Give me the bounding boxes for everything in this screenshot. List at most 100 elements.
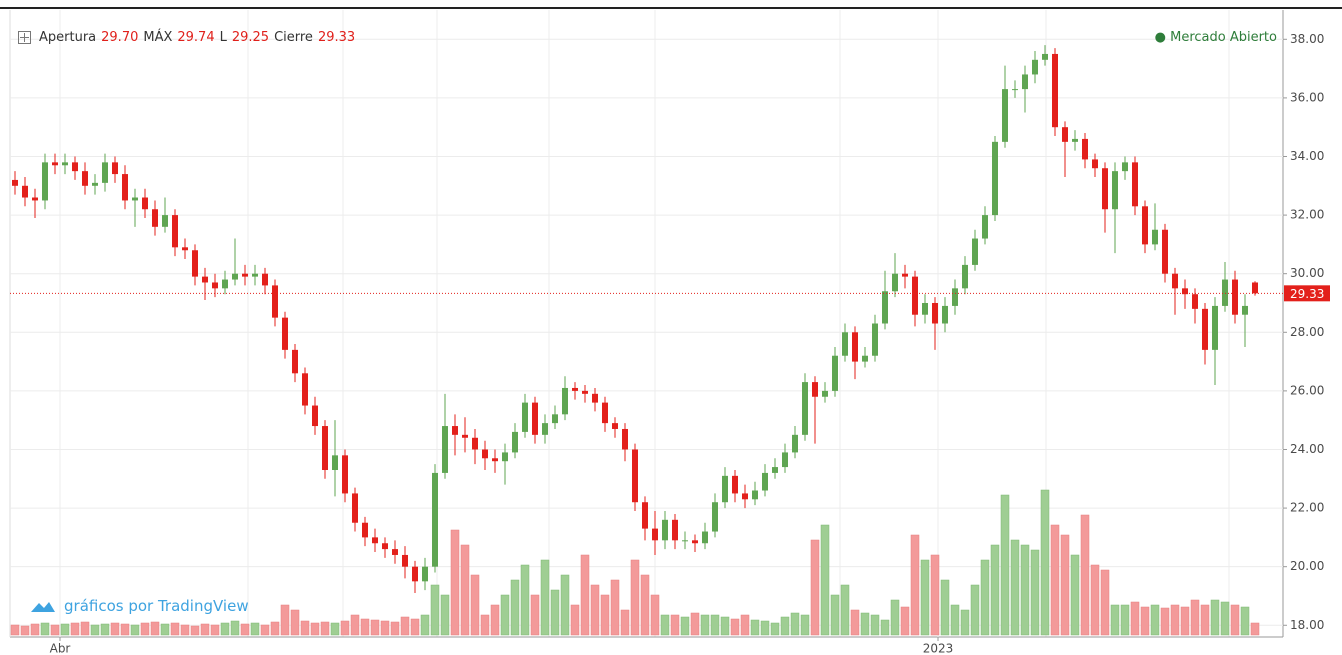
volume-bar — [960, 609, 970, 636]
candle-body — [472, 437, 478, 450]
candle-body — [1002, 89, 1008, 142]
candle-body — [1132, 162, 1138, 207]
last-price-label: 29.33 — [1290, 287, 1324, 301]
candle-body — [712, 502, 718, 532]
last-price-box — [1284, 285, 1330, 302]
volume-bar — [30, 623, 40, 636]
volume-bar — [280, 604, 290, 636]
volume-bar — [900, 606, 910, 636]
candle-body — [872, 323, 878, 356]
y-tick-label: 28.00 — [1290, 325, 1324, 339]
volume-bar — [170, 622, 180, 636]
y-tick-label: 38.00 — [1290, 32, 1324, 46]
candle-body — [352, 493, 358, 523]
candle-body — [892, 273, 898, 292]
candle-body — [382, 543, 388, 550]
volume-bar — [360, 618, 370, 636]
volume-bar — [970, 584, 980, 636]
candle-body — [1102, 168, 1108, 210]
candle-body — [332, 455, 338, 470]
volume-bar — [1020, 544, 1030, 636]
y-tick-label: 32.00 — [1290, 208, 1324, 222]
candle-body — [552, 414, 558, 424]
candle-body — [1122, 162, 1128, 172]
volume-bar — [310, 622, 320, 636]
watermark[interactable]: gráficos por TradingView — [30, 597, 249, 615]
legend-label: Apertura — [39, 30, 97, 45]
candle-body — [162, 215, 168, 227]
candle-body — [32, 197, 38, 201]
candle-body — [962, 264, 968, 289]
volume-bar — [1160, 607, 1170, 636]
volume-bar — [320, 621, 330, 636]
candle-body — [1092, 159, 1098, 169]
volume-bar — [590, 584, 600, 636]
candle-body — [62, 162, 68, 166]
volume-bar — [550, 589, 560, 636]
volume-bar — [370, 619, 380, 636]
volume-bar — [1000, 494, 1010, 636]
volume-bar — [70, 622, 80, 636]
legend-label: Cierre — [274, 30, 313, 45]
volume-bar — [560, 574, 570, 636]
volume-bar — [700, 614, 710, 636]
volume-bar — [860, 612, 870, 636]
candle-body — [182, 247, 188, 251]
volume-bar — [1200, 604, 1210, 636]
candle-body — [502, 452, 508, 462]
candle-body — [362, 522, 368, 538]
candle-body — [792, 434, 798, 453]
volume-bar — [1060, 534, 1070, 636]
y-tick-label: 34.00 — [1290, 149, 1324, 163]
volume-bar — [10, 624, 20, 636]
volume-bar — [510, 579, 520, 636]
y-tick-label: 30.00 — [1290, 266, 1324, 280]
volume-bar — [1080, 514, 1090, 636]
volume-bar — [490, 604, 500, 636]
candle-body — [522, 402, 528, 432]
candle-body — [292, 349, 298, 374]
volume-bar — [1170, 604, 1180, 636]
volume-bar — [880, 619, 890, 636]
volume-bar — [40, 622, 50, 636]
volume-bar — [1090, 564, 1100, 636]
candle-body — [922, 302, 928, 315]
volume-bar — [140, 622, 150, 636]
candle-body — [1222, 279, 1228, 306]
volume-bar — [90, 624, 100, 636]
candle-body — [1062, 127, 1068, 142]
volume-bar — [750, 619, 760, 636]
candle-body — [542, 423, 548, 435]
volume-bar — [1010, 539, 1020, 636]
y-tick-label: 18.00 — [1290, 618, 1324, 632]
candle-body — [572, 387, 578, 391]
candle-body — [442, 426, 448, 473]
volume-bar — [930, 554, 940, 636]
candle-body — [402, 554, 408, 567]
candle-body — [1202, 308, 1208, 350]
volume-bar — [500, 594, 510, 636]
volume-bar — [830, 594, 840, 636]
candle-body — [482, 449, 488, 459]
volume-bar — [950, 604, 960, 636]
candle-body — [592, 393, 598, 403]
candle-body — [682, 540, 688, 542]
candle-body — [1142, 206, 1148, 245]
candle-body — [452, 426, 458, 435]
candle-body — [102, 162, 108, 183]
candle-body — [1082, 138, 1088, 160]
candle-body — [602, 402, 608, 424]
candle-body — [1252, 282, 1258, 294]
candle-body — [842, 332, 848, 356]
volume-bar — [770, 622, 780, 636]
candle-body — [112, 162, 118, 175]
candle-body — [622, 428, 628, 450]
candle-body — [1032, 59, 1038, 75]
candle-body — [852, 332, 858, 362]
candle-body — [432, 472, 438, 567]
candle-body — [582, 390, 588, 394]
expand-icon[interactable] — [18, 31, 31, 44]
volume-bar — [230, 620, 240, 636]
candle-body — [882, 291, 888, 324]
